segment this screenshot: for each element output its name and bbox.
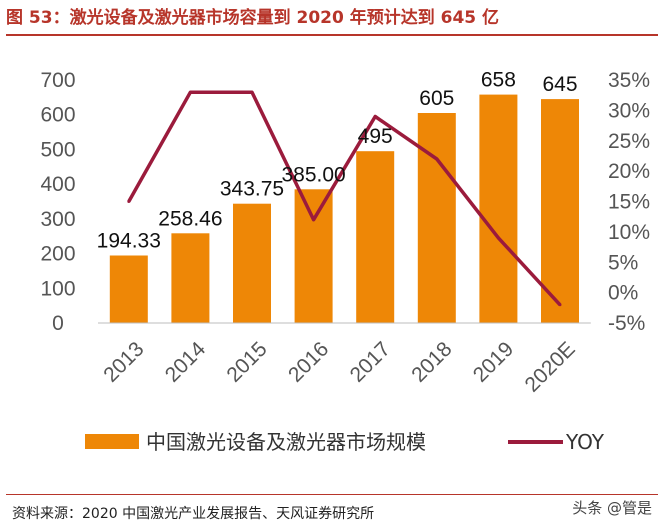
left-axis-tick: 600 (40, 104, 75, 127)
x-axis-tick-2018: 2018 (407, 337, 456, 386)
bar-2014 (171, 233, 210, 323)
bar-value-label-2019: 658 (481, 69, 516, 92)
left-axis-tick: 400 (40, 173, 75, 196)
bar-2019 (479, 94, 518, 323)
left-axis-tick: 200 (40, 243, 75, 266)
bars-layer (109, 94, 579, 323)
bar-2017 (356, 151, 395, 323)
bar-value-label-2016: 385.00 (281, 163, 345, 186)
right-axis-tick: -5% (608, 312, 645, 335)
yoy-point-2016 (312, 218, 316, 222)
bar-2013 (109, 255, 148, 323)
bar-2015 (233, 203, 271, 323)
yoy-point-2019 (496, 236, 500, 240)
x-axis-tick-2019: 2019 (469, 337, 518, 386)
yoy-point-2018 (435, 157, 439, 161)
left-axis-tick: 100 (40, 277, 75, 300)
legend-swatch-bar (85, 434, 139, 449)
chart-title: 图 53：激光设备及激光器市场容量到 2020 年预计达到 645 亿 (6, 8, 500, 28)
bar-value-label-2015: 343.75 (220, 178, 284, 201)
footer-divider (6, 494, 658, 495)
yoy-point-2020E (558, 303, 562, 307)
x-axis-tick-2016: 2016 (284, 337, 333, 386)
x-axis-tick-2017: 2017 (346, 337, 395, 386)
x-axis-tick-2015: 2015 (222, 337, 271, 386)
left-axis-tick: 500 (40, 138, 75, 161)
source-note: 资料来源：2020 中国激光产业发展报告、天风证券研究所 (12, 506, 375, 522)
bar-2020E (541, 99, 579, 323)
legend-label-line: YOY (565, 430, 605, 454)
bar-value-label-2020E: 645 (542, 73, 577, 96)
x-axis-tick-2013: 2013 (99, 337, 148, 386)
right-axis-tick: 20% (608, 160, 650, 183)
bar-2018 (417, 113, 456, 323)
watermark: 头条 @管是 (572, 497, 652, 518)
right-axis-tick: 35% (608, 69, 650, 92)
line-layer (127, 90, 562, 307)
right-axis-tick: 0% (608, 282, 638, 305)
legend-label-bar: 中国激光设备及激光器市场规模 (146, 430, 426, 454)
bar-value-label-2013: 194.33 (97, 230, 161, 253)
yoy-point-2017 (373, 115, 377, 118)
bar-2016 (294, 189, 333, 323)
right-axis-tick: 10% (608, 221, 650, 244)
bar-value-label-2017: 495 (358, 125, 393, 148)
yoy-point-2013 (127, 200, 131, 203)
x-axis-tick-2020E: 2020E (521, 337, 580, 396)
bar-value-label-2014: 258.46 (158, 207, 222, 230)
yoy-point-2014 (188, 90, 192, 94)
bar-value-label-2018: 605 (419, 87, 454, 110)
title-divider (6, 34, 658, 36)
x-axis-tick-2014: 2014 (161, 337, 211, 387)
legend-layer: 中国激光设备及激光器市场规模 YOY (85, 430, 605, 454)
left-axis-tick: 300 (40, 208, 75, 231)
right-axis-tick: 5% (608, 251, 638, 274)
right-axis-tick: 25% (608, 130, 650, 153)
left-axis-tick: 700 (40, 69, 75, 92)
yoy-point-2015 (250, 90, 254, 94)
left-axis-tick: 0 (52, 312, 64, 335)
right-axis-tick: 15% (608, 191, 650, 214)
right-axis-tick: 30% (608, 99, 650, 122)
yoy-line (127, 90, 562, 306)
